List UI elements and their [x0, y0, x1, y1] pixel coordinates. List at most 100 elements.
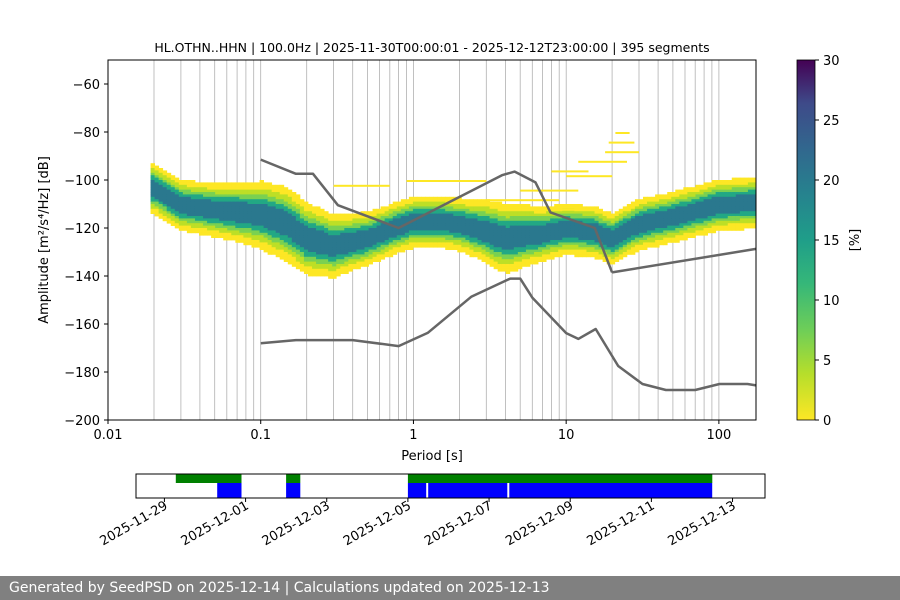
heatmap-cell — [489, 206, 495, 210]
heatmap-cell — [546, 237, 551, 241]
heatmap-cell — [529, 206, 535, 210]
heatmap-cell — [199, 182, 204, 186]
heatmap-cell — [485, 259, 491, 262]
heatmap-cell — [630, 213, 636, 217]
heatmap-cell — [493, 206, 499, 210]
heatmap-cell — [376, 240, 382, 243]
heatmap-cell — [291, 204, 297, 207]
heatmap-cell — [723, 201, 729, 205]
heatmap-cell — [199, 189, 204, 193]
heatmap-cell — [307, 240, 313, 243]
heatmap-cell — [316, 220, 321, 224]
heatmap-cell — [211, 182, 216, 186]
heatmap-cell — [425, 240, 430, 243]
heatmap-cell — [534, 252, 539, 255]
heatmap-cell — [203, 220, 208, 224]
heatmap-cell — [243, 211, 248, 214]
heatmap-cell — [594, 218, 599, 222]
heatmap-cell — [404, 204, 410, 207]
heatmap-cell — [199, 206, 204, 210]
heatmap-cell — [190, 201, 196, 205]
heatmap-cell — [255, 199, 260, 202]
heatmap-cell — [497, 237, 503, 241]
heatmap-cell — [150, 165, 156, 169]
heatmap-cell — [465, 240, 470, 243]
heatmap-cell — [372, 237, 377, 241]
heatmap-cell — [655, 199, 660, 202]
heatmap-cell — [529, 228, 535, 231]
heatmap-cell — [344, 237, 349, 241]
heatmap-cell — [449, 242, 454, 246]
heatmap-cell — [219, 208, 224, 212]
heatmap-cell — [223, 228, 228, 231]
heatmap-cell — [247, 204, 252, 207]
heatmap-cell — [655, 220, 660, 224]
heatmap-cell — [606, 211, 612, 214]
heatmap-cell — [550, 237, 555, 241]
heatmap-cell — [190, 206, 196, 210]
heatmap-cell — [727, 196, 733, 200]
heatmap-cell — [267, 237, 273, 241]
heatmap-cell — [412, 199, 418, 202]
heatmap-cell — [699, 206, 704, 210]
heatmap-cell — [291, 240, 297, 243]
heatmap-cell — [605, 151, 639, 154]
heatmap-cell — [675, 220, 680, 224]
heatmap-cell — [263, 220, 269, 224]
heatmap-cell — [392, 249, 398, 253]
heatmap-cell — [602, 220, 608, 224]
heatmap-cell — [162, 194, 168, 198]
heatmap-cell — [638, 199, 644, 202]
heatmap-cell — [275, 206, 281, 210]
heatmap-cell — [215, 187, 220, 190]
heatmap-cell — [663, 228, 668, 231]
heatmap-cell — [336, 213, 341, 217]
heatmap-cell — [699, 218, 704, 222]
heatmap-cell — [566, 249, 571, 253]
heatmap-cell — [320, 252, 325, 255]
heatmap-cell — [207, 187, 212, 190]
heatmap-cell — [408, 235, 414, 238]
heatmap-cell — [215, 196, 220, 200]
heatmap-cell — [251, 218, 256, 222]
heatmap-cell — [582, 242, 587, 246]
heatmap-cell — [493, 218, 499, 222]
heatmap-cell — [344, 225, 349, 229]
heatmap-cell — [558, 216, 563, 219]
heatmap-cell — [634, 230, 640, 234]
heatmap-cell — [590, 247, 595, 250]
heatmap-cell — [247, 242, 252, 246]
heatmap-cell — [558, 242, 563, 246]
heatmap-cell — [259, 242, 264, 246]
heatmap-cell — [356, 230, 361, 234]
heatmap-cell — [166, 216, 172, 219]
heatmap-cell — [711, 216, 717, 219]
heatmap-cell — [618, 228, 624, 231]
heatmap-cell — [731, 206, 737, 210]
heatmap-cell — [303, 230, 309, 234]
heatmap-cell — [425, 235, 430, 238]
heatmap-cell — [671, 206, 676, 210]
heatmap-cell — [610, 254, 616, 258]
heatmap-cell — [574, 232, 579, 236]
heatmap-cell — [223, 237, 228, 241]
heatmap-cell — [449, 208, 454, 212]
heatmap-cell — [590, 252, 595, 255]
heatmap-cell — [538, 244, 543, 248]
heatmap-cell — [267, 228, 273, 231]
heatmap-cell — [695, 196, 700, 200]
heatmap-cell — [429, 204, 434, 207]
heatmap-cell — [271, 220, 277, 224]
heatmap-cell — [194, 223, 200, 226]
heatmap-cell — [453, 204, 458, 207]
heatmap-cell — [215, 235, 220, 238]
heatmap-cell — [554, 244, 559, 248]
heatmap-cell — [675, 201, 680, 205]
heatmap-cell — [493, 220, 499, 224]
heatmap-cell — [380, 223, 386, 226]
heatmap-cell — [215, 199, 220, 202]
heatmap-cell — [352, 237, 357, 241]
heatmap-cell — [433, 196, 438, 200]
heatmap-cell — [521, 256, 527, 260]
heatmap-cell — [622, 213, 628, 217]
